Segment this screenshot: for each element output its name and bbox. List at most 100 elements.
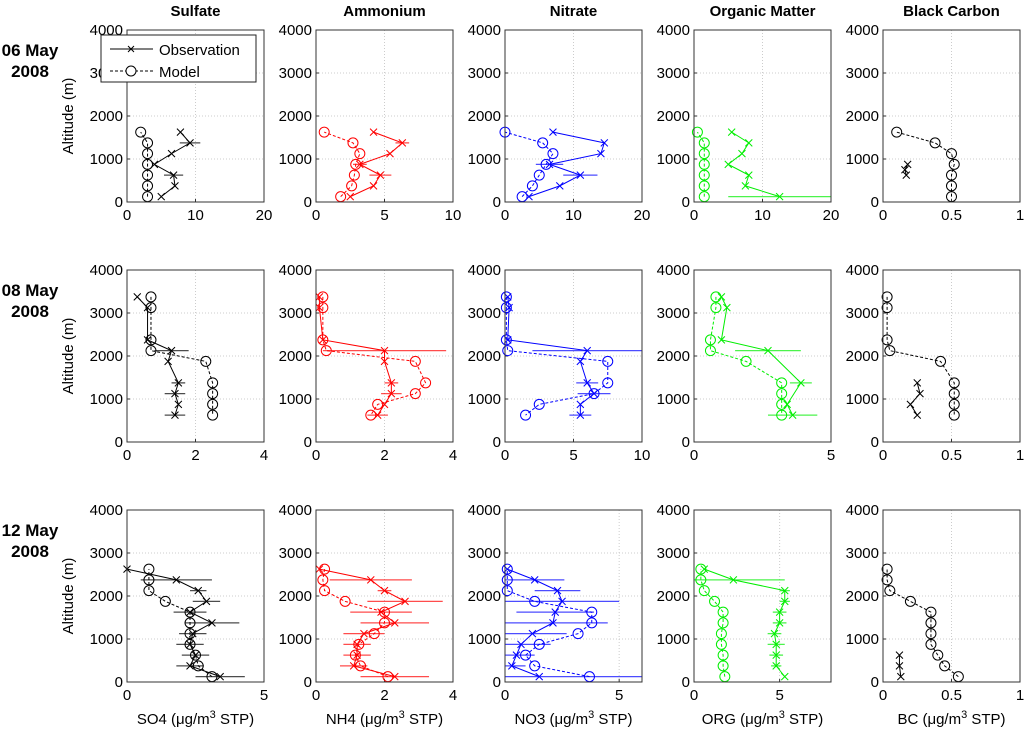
axes-box xyxy=(315,269,454,443)
observation-point xyxy=(576,357,585,366)
axes-box xyxy=(315,509,454,683)
y-tick-label: 4000 xyxy=(90,502,123,519)
model-point xyxy=(881,574,893,586)
observation-point xyxy=(186,139,194,147)
observation-point xyxy=(530,576,539,584)
observation-point xyxy=(913,379,922,387)
y-tick-label: 3000 xyxy=(90,305,123,322)
model-point xyxy=(776,377,788,389)
y-tick-label: 2000 xyxy=(90,348,123,365)
model-point xyxy=(520,409,532,421)
y-tick-label: 4000 xyxy=(468,262,501,279)
row-label: 2008 xyxy=(11,62,49,81)
x-tick-label: 0 xyxy=(879,447,887,464)
axes-box xyxy=(882,29,1021,203)
model-point xyxy=(698,148,710,160)
y-tick-label: 3000 xyxy=(279,305,312,322)
observation-line xyxy=(909,382,921,416)
model-line xyxy=(886,296,955,416)
y-tick-label: 4000 xyxy=(468,22,501,39)
x-tick-label: 0 xyxy=(879,207,887,224)
observation-point xyxy=(738,149,746,158)
model-point xyxy=(602,355,614,367)
x-tick-label: 20 xyxy=(823,207,840,224)
observation-point xyxy=(772,640,781,649)
y-tick-label: 3000 xyxy=(846,305,879,322)
y-axis-label: Altitude (m) xyxy=(60,78,77,155)
y-tick-label: 0 xyxy=(304,194,312,211)
y-tick-label: 3000 xyxy=(657,65,690,82)
model-point xyxy=(904,595,916,607)
x-tick-label: 5 xyxy=(260,687,268,704)
model-point xyxy=(501,585,513,597)
legend-model-marker xyxy=(125,65,137,77)
model-point xyxy=(948,398,960,410)
y-tick-label: 3000 xyxy=(468,545,501,562)
observation-point xyxy=(369,182,378,190)
panel-1-4: 0 0.5 1 0 1000 2000 3000 4000 xyxy=(846,262,1024,464)
x-tick-label: 4 xyxy=(449,447,457,464)
axes-box xyxy=(693,29,832,203)
y-tick-label: 2000 xyxy=(279,348,312,365)
model-point xyxy=(925,617,937,629)
model-point xyxy=(932,649,944,661)
x-axis-label-superscript: 3 xyxy=(961,709,967,721)
observation-point xyxy=(186,662,194,670)
row-label: 2008 xyxy=(11,542,49,561)
model-point xyxy=(348,169,360,181)
row-label: 06 May xyxy=(2,41,59,60)
model-point xyxy=(925,638,937,650)
observation-point xyxy=(369,128,378,136)
model-point xyxy=(207,398,219,410)
model-point xyxy=(529,660,541,672)
observation-point xyxy=(549,619,557,627)
observation-point xyxy=(398,139,407,147)
model-point xyxy=(602,377,614,389)
x-tick-label: 5 xyxy=(569,447,577,464)
y-tick-label: 1000 xyxy=(657,631,690,648)
x-tick-label: 10 xyxy=(634,447,651,464)
observation-point xyxy=(169,171,178,179)
plot-area xyxy=(316,30,453,202)
x-tick-label: 4 xyxy=(449,687,457,704)
model-point xyxy=(409,355,421,367)
observation-point xyxy=(717,293,726,301)
y-tick-label: 4000 xyxy=(657,502,690,519)
y-tick-label: 4000 xyxy=(279,262,312,279)
observation-point xyxy=(729,576,738,584)
model-point xyxy=(948,409,960,421)
y-tick-label: 3000 xyxy=(468,65,501,82)
observation-point xyxy=(775,619,784,627)
x-axis-label-superscript: 3 xyxy=(210,709,216,721)
model-point xyxy=(500,291,512,303)
model-point xyxy=(695,563,707,575)
model-point xyxy=(372,398,384,410)
x-axis-label-text: STP) xyxy=(405,711,443,728)
axes-box xyxy=(504,29,643,203)
model-line xyxy=(140,131,149,197)
observation-point xyxy=(349,662,358,670)
x-tick-label: 10 xyxy=(187,207,204,224)
x-tick-label: 10 xyxy=(565,207,582,224)
plot-area xyxy=(883,270,1020,442)
row-label: 2008 xyxy=(11,302,49,321)
observation-point xyxy=(176,128,185,136)
x-axis-label-text: BC (μg/m xyxy=(897,711,961,728)
model-point xyxy=(526,180,538,192)
x-axis-label-text: NO3 (μg/m xyxy=(514,711,588,728)
model-point xyxy=(698,180,710,192)
y-tick-label: 2000 xyxy=(279,108,312,125)
x-tick-label: 1 xyxy=(1016,687,1024,704)
x-tick-label: 2 xyxy=(380,447,388,464)
observation-point xyxy=(700,565,709,573)
panel-1-0: 0 2 4 0 1000 2000 3000 4000 xyxy=(90,262,269,464)
observation-point xyxy=(895,651,904,659)
y-tick-label: 4000 xyxy=(846,262,879,279)
observation-point xyxy=(764,346,772,355)
y-tick-label: 2000 xyxy=(90,588,123,605)
model-point xyxy=(946,180,957,192)
y-tick-label: 3000 xyxy=(279,545,312,562)
observation-point xyxy=(780,597,789,606)
observation-point xyxy=(797,379,805,387)
observation-point xyxy=(741,182,750,190)
